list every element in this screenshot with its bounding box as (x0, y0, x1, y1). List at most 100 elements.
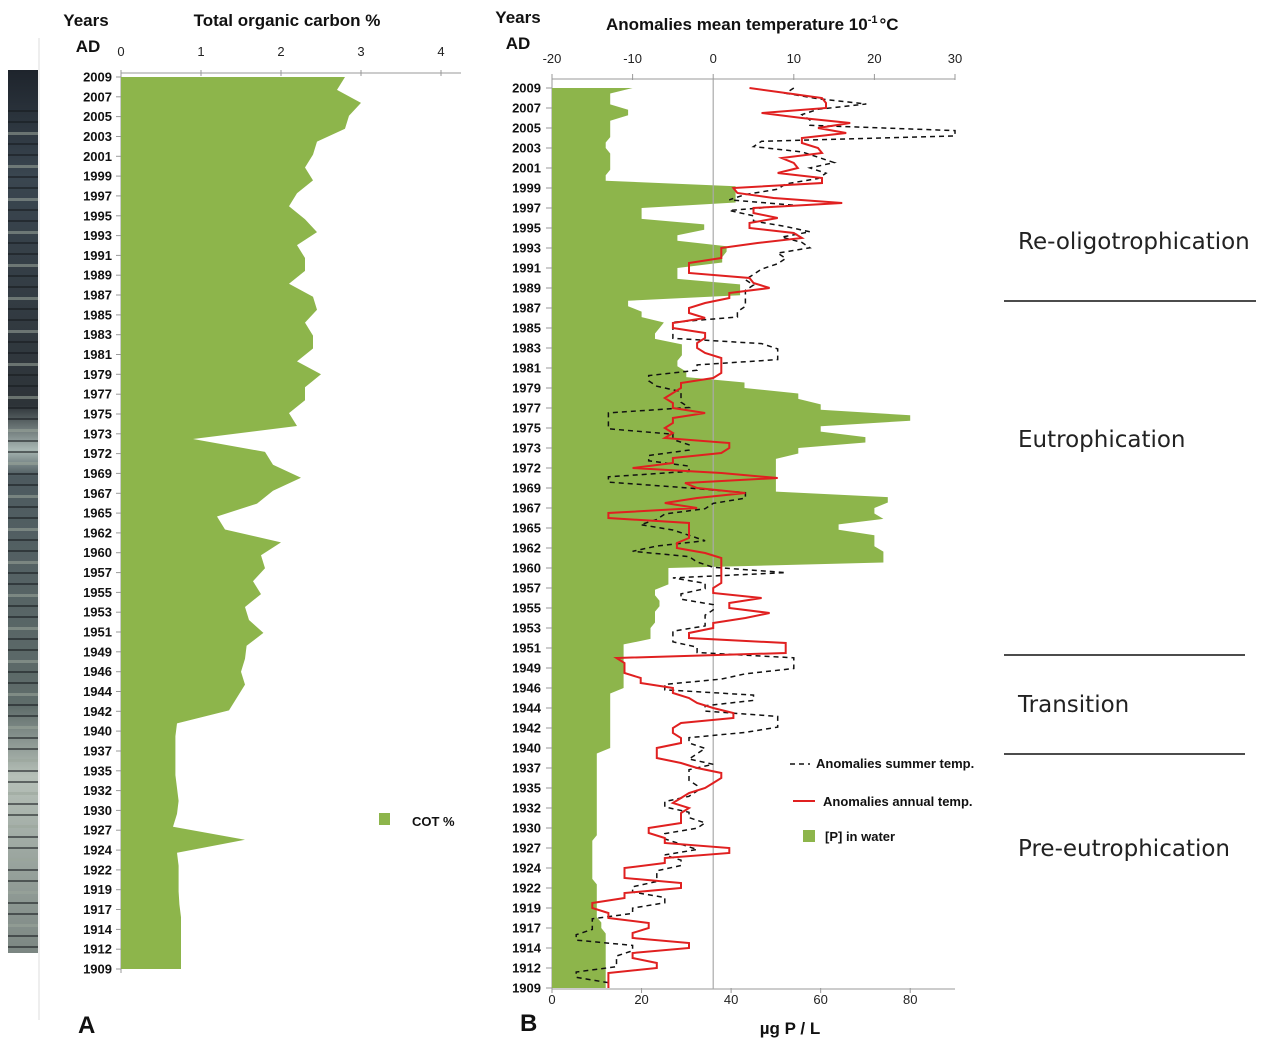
panel-b-year-1914: 1914 (512, 941, 542, 956)
panel-b-year-1999: 1999 (512, 181, 541, 196)
panel-b-year-1989: 1989 (512, 281, 541, 296)
panel-a-year-1999: 1999 (83, 169, 112, 184)
panel-b-year-1979: 1979 (512, 381, 541, 396)
panel-a-year-1979: 1979 (83, 367, 112, 382)
phase-re-oligotrophication: Re-oligotrophication (1018, 229, 1250, 255)
panel-a-year-1995: 1995 (83, 208, 112, 223)
panel-a-year-1993: 1993 (83, 228, 112, 243)
panel-a-year-1969: 1969 (83, 466, 112, 481)
panel-b-year-1909: 1909 (512, 981, 541, 996)
legend-label-annual: Anomalies annual temp. (823, 794, 973, 809)
panel-b-year-1995: 1995 (512, 221, 541, 236)
panel-b: Years AD Anomalies mean temperature 10-1… (495, 8, 974, 1038)
panel-b-year-1985: 1985 (512, 321, 541, 336)
panel-b-bottom-tick-2: 40 (724, 992, 738, 1007)
panel-b-year-1965: 1965 (512, 521, 541, 536)
panel-b-year-2005: 2005 (512, 121, 541, 136)
legend-label-cot: COT % (412, 814, 455, 829)
panel-b-bottom-tick-1: 20 (634, 992, 648, 1007)
panel-a-year-1957: 1957 (83, 565, 112, 580)
panel-b-year-1912: 1912 (512, 961, 541, 976)
panel-b-year-1949: 1949 (512, 661, 541, 676)
panel-a-year-1985: 1985 (83, 307, 112, 322)
panel-b-year-1981: 1981 (512, 361, 541, 376)
panel-b-top-tick-1: -10 (623, 51, 642, 66)
panel-b-year-1951: 1951 (512, 641, 541, 656)
panel-b-title-unit: °C (880, 15, 899, 34)
panel-b-year-1919: 1919 (512, 901, 541, 916)
panel-a-x-tick-4: 4 (437, 44, 444, 59)
panel-a: Years AD Total organic carbon % 0 1 2 3 4 20… (63, 11, 461, 1039)
panel-b-year-1991: 1991 (512, 261, 541, 276)
panel-a-year-1924: 1924 (83, 843, 113, 858)
panel-a-year-2007: 2007 (83, 89, 112, 104)
sediment-core-image (8, 70, 38, 953)
panel-a-year-2003: 2003 (83, 129, 112, 144)
phosphorus-area (552, 88, 911, 988)
panel-b-year-2001: 2001 (512, 161, 541, 176)
panel-a-year-1981: 1981 (83, 347, 112, 362)
panel-a-x-tick-1: 1 (197, 44, 204, 59)
panel-a-year-1955: 1955 (83, 585, 112, 600)
phase-pre-eutrophication: Pre-eutrophication (1018, 836, 1230, 862)
panel-a-year-1975: 1975 (83, 407, 112, 422)
panel-b-year-2007: 2007 (512, 101, 541, 116)
panel-a-year-1909: 1909 (83, 962, 112, 977)
panel-a-x-axis: 0 1 2 3 4 (117, 44, 445, 76)
panel-b-year-1937: 1937 (512, 761, 541, 776)
panel-a-year-1967: 1967 (83, 486, 112, 501)
panel-a-title: Total organic carbon % (194, 11, 381, 30)
panel-b-year-1975: 1975 (512, 421, 541, 436)
panel-b-top-tick-0: -20 (543, 51, 562, 66)
panel-b-year-1927: 1927 (512, 841, 541, 856)
panel-b-year-1946: 1946 (512, 681, 541, 696)
panel-b-year-1993: 1993 (512, 241, 541, 256)
panel-b-year-1960: 1960 (512, 561, 541, 576)
panel-b-year-1924: 1924 (512, 861, 542, 876)
panel-b-year-1930: 1930 (512, 821, 541, 836)
panel-b-year-1942: 1942 (512, 721, 541, 736)
panel-a-year-1973: 1973 (83, 426, 112, 441)
panel-a-x-tick-2: 2 (277, 44, 284, 59)
panel-b-top-tick-2: 0 (710, 51, 717, 66)
panel-b-bottom-axis: 0 20 40 60 80 (548, 988, 917, 1007)
panel-a-year-1935: 1935 (83, 763, 112, 778)
panel-a-year-1960: 1960 (83, 545, 112, 560)
panel-b-year-1967: 1967 (512, 501, 541, 516)
panel-b-legend: Anomalies summer temp. Anomalies annual … (790, 756, 974, 844)
panel-a-year-1972: 1972 (83, 446, 112, 461)
panel-a-year-1944: 1944 (83, 684, 113, 699)
panel-b-year-1987: 1987 (512, 301, 541, 316)
panel-b-top-axis: -20 -10 0 10 20 30 (543, 51, 962, 80)
panel-a-x-tick-3: 3 (357, 44, 364, 59)
panel-b-year-1969: 1969 (512, 481, 541, 496)
panel-a-year-1940: 1940 (83, 724, 112, 739)
panel-a-year-1914: 1914 (83, 922, 113, 937)
phase-annotations: Re-oligotrophication Eutrophication Tran… (1004, 229, 1256, 862)
years-heading-a: Years (63, 11, 108, 30)
phase-transition: Transition (1017, 692, 1129, 718)
panel-a-year-2009: 2009 (83, 70, 112, 85)
panel-b-title: Anomalies mean temperature 10-1 °C (606, 14, 899, 34)
panel-b-year-labels: 2009 2007 2005 2003 2001 1999 1997 1995 1993 1991… (512, 81, 552, 996)
legend-swatch-phosphorus (803, 830, 815, 842)
panel-b-year-1972: 1972 (512, 461, 541, 476)
ad-heading-a: AD (76, 37, 101, 56)
panel-a-year-1927: 1927 (83, 823, 112, 838)
panel-a-year-1932: 1932 (83, 783, 112, 798)
panel-b-year-1917: 1917 (512, 921, 541, 936)
legend-label-summer: Anomalies summer temp. (816, 756, 974, 771)
cot-area (121, 77, 361, 969)
panel-b-year-1935: 1935 (512, 781, 541, 796)
panel-a-letter: A (78, 1012, 95, 1039)
panel-b-year-2003: 2003 (512, 141, 541, 156)
panel-a-year-1949: 1949 (83, 644, 112, 659)
panel-b-year-1997: 1997 (512, 201, 541, 216)
panel-b-top-tick-5: 30 (948, 51, 962, 66)
panel-a-year-1997: 1997 (83, 188, 112, 203)
panel-b-year-1977: 1977 (512, 401, 541, 416)
panel-b-year-1932: 1932 (512, 801, 541, 816)
panel-a-year-2005: 2005 (83, 109, 112, 124)
annual-temp-line (591, 87, 851, 988)
